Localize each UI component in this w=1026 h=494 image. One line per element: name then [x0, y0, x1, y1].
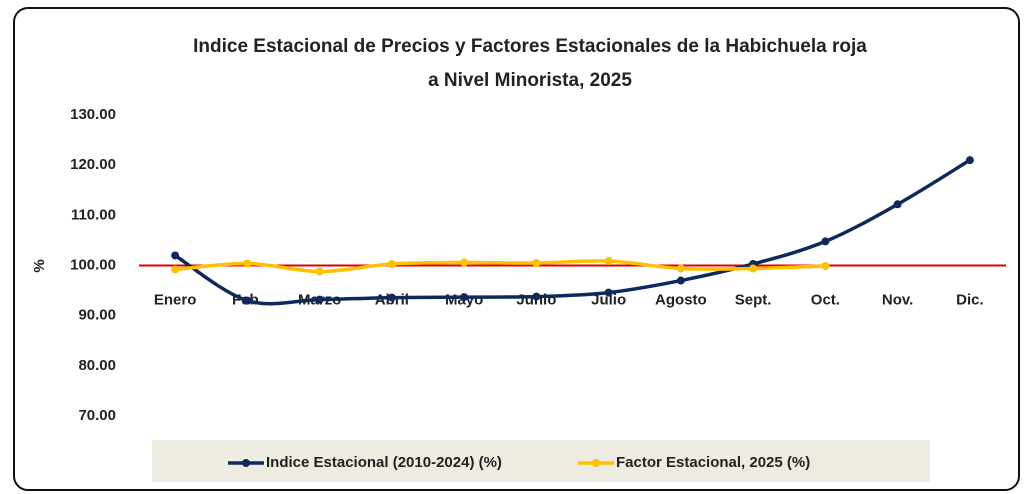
data-point: [604, 288, 613, 297]
data-point: [749, 264, 758, 273]
y-tick-label: 130.00: [70, 106, 116, 123]
legend-label: Indice Estacional (2010-2024) (%): [266, 454, 502, 471]
data-point: [604, 256, 613, 265]
data-point: [821, 237, 830, 246]
y-axis-label: %: [31, 259, 48, 272]
data-point: [243, 296, 252, 305]
data-point: [460, 293, 469, 302]
x-tick-label: Nov.: [882, 291, 913, 308]
data-point: [532, 258, 541, 267]
data-point: [676, 264, 685, 273]
legend-marker: [592, 459, 600, 467]
x-tick-label: Enero: [154, 291, 197, 308]
x-tick-label: Oct.: [811, 291, 840, 308]
data-point: [387, 259, 396, 268]
y-tick-label: 100.00: [70, 256, 116, 273]
y-tick-label: 110.00: [71, 206, 116, 223]
y-tick-label: 80.00: [78, 357, 116, 374]
x-tick-label: Julio: [591, 291, 626, 308]
chart-frame: [13, 7, 1020, 491]
x-tick-label: Sept.: [735, 291, 772, 308]
chart-title: a Nivel Minorista, 2025: [428, 70, 632, 91]
x-tick-label: Dic.: [956, 291, 984, 308]
data-point: [676, 276, 685, 285]
data-point: [315, 267, 324, 276]
data-point: [893, 200, 902, 209]
y-tick-label: 70.00: [78, 407, 116, 424]
x-tick-label: Agosto: [655, 291, 707, 308]
data-point: [532, 292, 541, 301]
legend-box: [152, 440, 930, 482]
data-point: [460, 258, 469, 267]
data-point: [821, 262, 830, 271]
data-point: [243, 259, 252, 268]
data-point: [387, 293, 396, 302]
y-tick-label: 90.00: [78, 307, 116, 324]
legend-marker: [242, 459, 250, 467]
data-point: [171, 251, 180, 260]
series-line: [174, 259, 826, 274]
series-line: [174, 158, 971, 306]
data-point: [315, 295, 324, 304]
y-tick-label: 120.00: [70, 156, 116, 173]
data-point: [965, 156, 974, 165]
data-point: [171, 265, 180, 274]
legend-label: Factor Estacional, 2025 (%): [616, 454, 810, 471]
chart-title: Indice Estacional de Precios y Factores …: [193, 36, 867, 57]
